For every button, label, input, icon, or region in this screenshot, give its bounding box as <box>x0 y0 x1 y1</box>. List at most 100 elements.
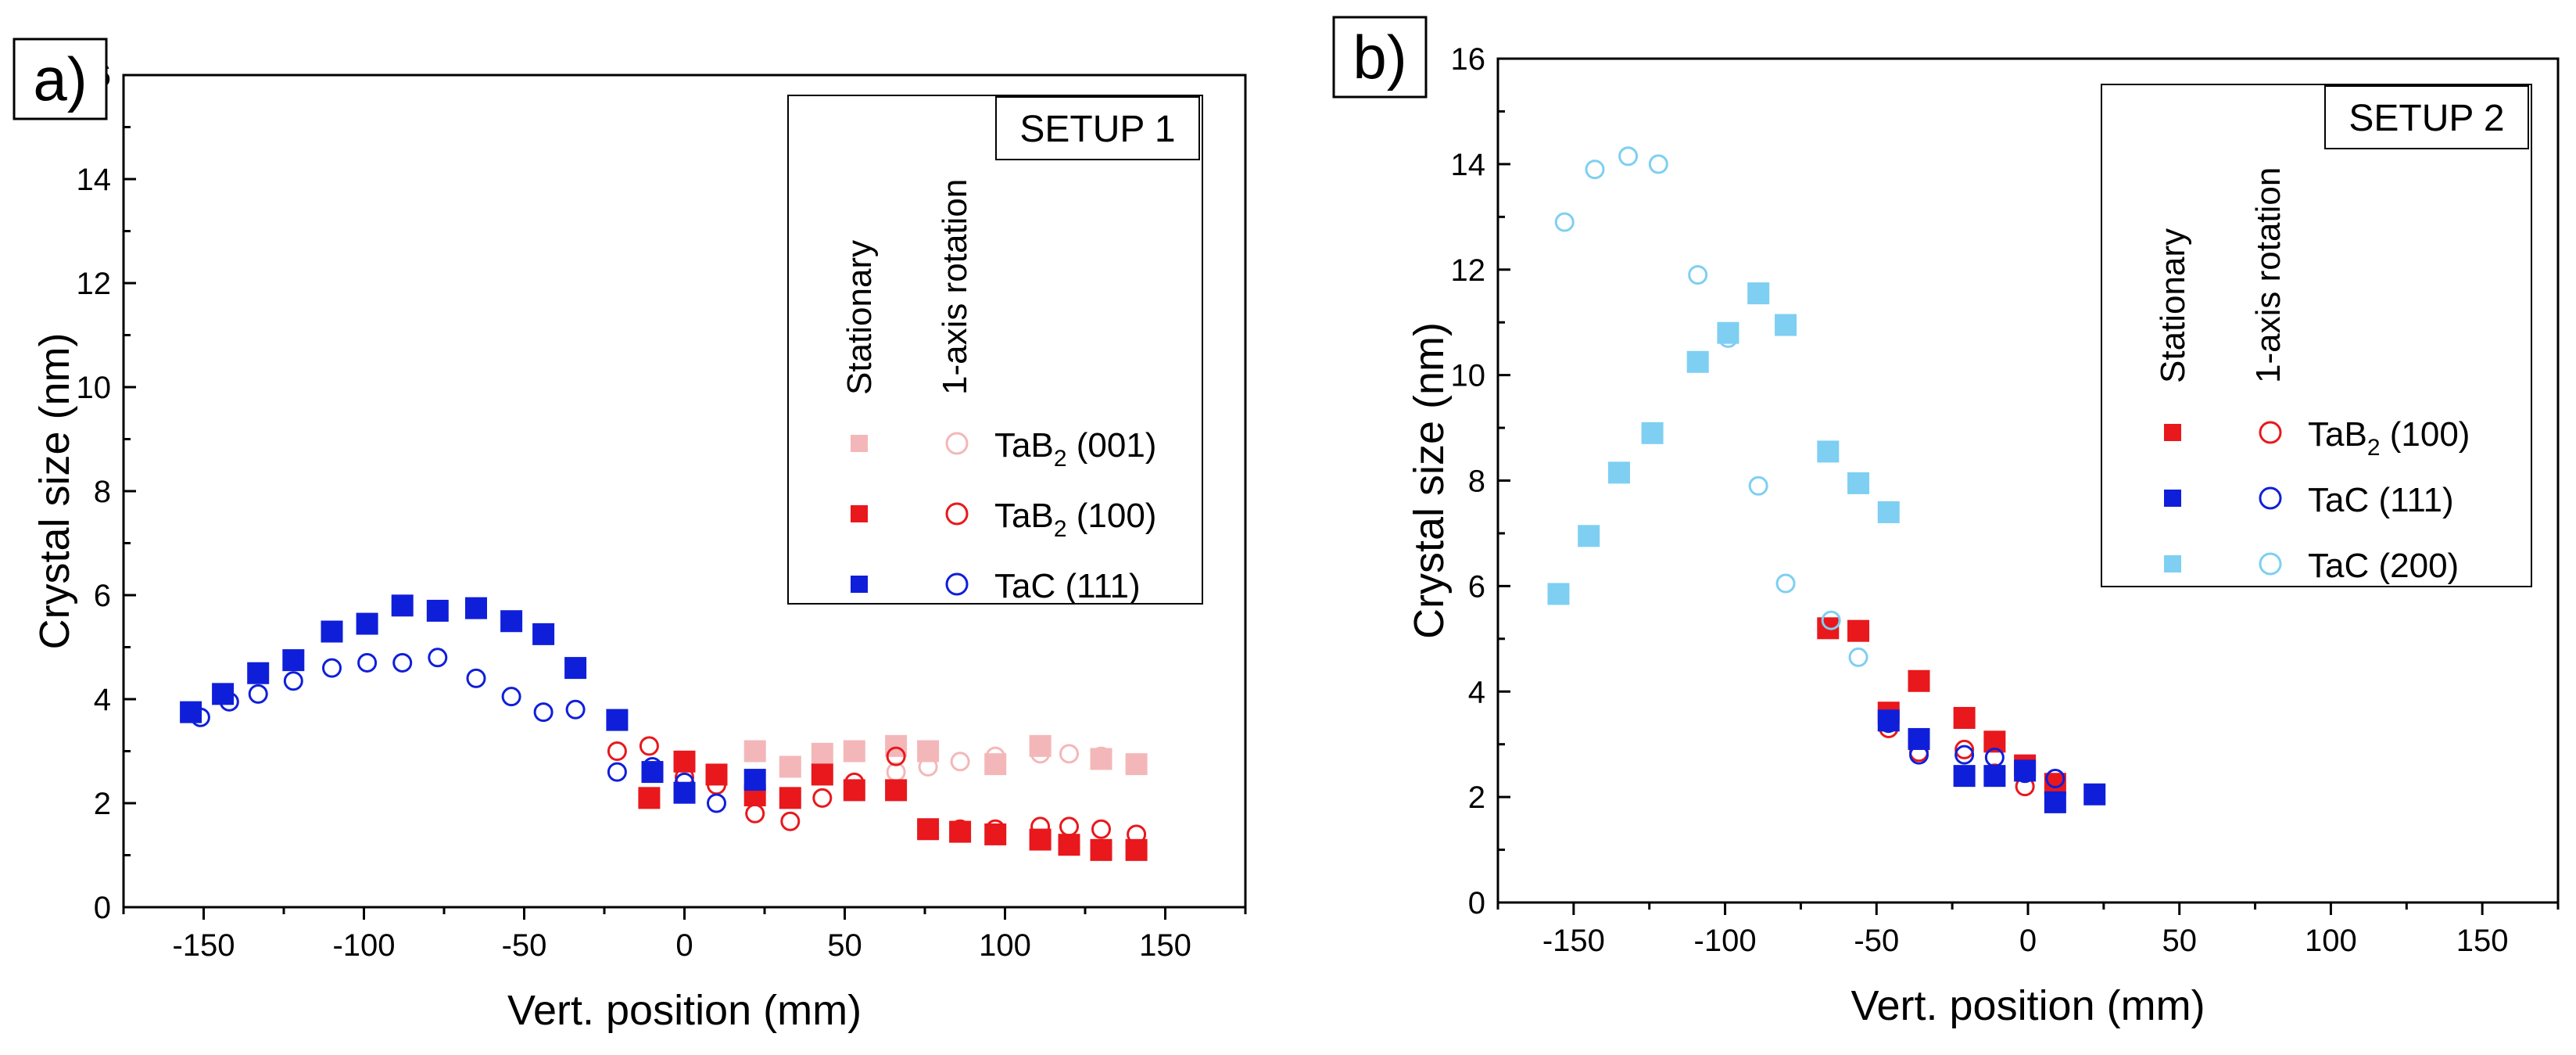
data-point-square <box>1847 472 1870 494</box>
data-point-circle <box>466 668 486 688</box>
data-point-circle <box>1091 819 1111 839</box>
data-point-square <box>1090 838 1112 861</box>
legend-marker-square <box>851 576 868 593</box>
data-point-square <box>465 597 487 619</box>
data-point-square <box>606 709 629 731</box>
panel-label-box <box>13 38 108 120</box>
data-point-square <box>917 818 940 841</box>
data-point-square <box>743 769 766 791</box>
y-axis-title: Crystal size (nm) <box>31 332 78 649</box>
data-point-square <box>180 701 202 723</box>
data-point-circle <box>2045 769 2065 789</box>
x-tick-label: -150 <box>1542 924 1605 958</box>
legend-header-stationary: Stationary <box>2154 228 2192 383</box>
data-point-square <box>564 657 587 680</box>
data-point-circle <box>1821 610 1841 630</box>
y-tick-label: 6 <box>94 579 111 613</box>
data-point-circle <box>607 741 627 761</box>
data-point-circle <box>1848 647 1868 667</box>
data-point-square <box>1983 765 2006 788</box>
data-point-circle <box>1954 745 1975 765</box>
setup-label: SETUP 1 <box>1019 109 1175 150</box>
x-tick-label: 150 <box>1139 928 1191 963</box>
x-tick-label: 0 <box>675 928 693 963</box>
data-point-square <box>391 594 414 617</box>
data-point-square <box>1847 619 1870 642</box>
y-tick-label: 10 <box>77 371 112 405</box>
y-tick-label: 4 <box>1468 675 1485 709</box>
data-point-square <box>282 649 305 672</box>
legend-label: TaC (111) <box>2308 481 2454 519</box>
y-tick-label: 10 <box>1451 359 1486 393</box>
data-point-square <box>1547 583 1570 605</box>
panel-label: b) <box>1352 23 1406 92</box>
x-tick-label: -50 <box>1854 924 1899 958</box>
legend-marker-circle <box>2259 486 2282 510</box>
data-point-circle <box>1984 748 2005 768</box>
setup-label-box <box>995 96 1200 160</box>
data-point-square <box>1641 422 1664 444</box>
x-axis-title: Vert. position (mm) <box>1850 982 2205 1029</box>
data-point-circle <box>565 699 586 719</box>
data-point-circle <box>1718 328 1738 348</box>
legend-marker-square <box>2164 424 2181 441</box>
data-point-circle <box>248 684 268 704</box>
data-point-circle <box>1127 754 1147 774</box>
legend-marker-square <box>2164 555 2181 572</box>
y-axis-title: Crystal size (nm) <box>1406 322 1453 639</box>
legend-marker-circle <box>2259 552 2282 576</box>
legend-label-tail: (001) <box>1067 426 1157 465</box>
legend-label: TaC (111) <box>994 567 1141 605</box>
data-point-circle <box>392 652 413 673</box>
x-tick-label: -50 <box>502 928 547 963</box>
data-point-circle <box>844 772 865 792</box>
data-point-circle <box>1127 824 1147 845</box>
data-point-circle <box>1059 744 1079 764</box>
data-point-circle <box>675 772 694 792</box>
data-point-circle <box>1688 264 1708 285</box>
data-point-circle <box>1585 160 1605 180</box>
x-tick-label: 150 <box>2456 924 2509 958</box>
data-point-circle <box>950 819 970 839</box>
legend-marker-circle <box>945 502 969 526</box>
y-tick-label: 12 <box>1451 253 1486 288</box>
legend-label-main: TaC (200) <box>2308 547 2459 585</box>
legend-label-main: TaB <box>994 497 1054 535</box>
data-point-square <box>1953 765 1976 788</box>
data-point-square <box>1686 350 1709 373</box>
data-point-circle <box>190 707 210 727</box>
data-point-circle <box>950 752 970 772</box>
data-point-square <box>843 740 865 763</box>
data-point-square <box>532 623 555 645</box>
data-point-circle <box>707 793 726 813</box>
x-tick-label: 100 <box>2305 924 2357 958</box>
data-point-circle <box>745 803 765 824</box>
x-tick-label: -100 <box>1694 924 1757 958</box>
y-tick-label: 8 <box>94 475 111 509</box>
data-point-circle <box>886 746 906 766</box>
data-point-circle <box>985 819 1005 839</box>
data-point-square <box>356 612 378 635</box>
data-point-circle <box>985 746 1005 766</box>
setup-label: SETUP 2 <box>2348 98 2504 139</box>
data-point-circle <box>1030 744 1051 764</box>
data-point-square <box>743 740 766 763</box>
data-point-circle <box>283 671 303 691</box>
y-tick-label: 4 <box>94 683 111 717</box>
data-point-square <box>1877 501 1900 523</box>
data-point-circle <box>1618 146 1639 167</box>
y-tick-label: 14 <box>77 163 112 197</box>
y-tick-label: 2 <box>94 787 111 821</box>
data-point-square <box>779 787 801 809</box>
legend-marker-square <box>2164 490 2181 507</box>
data-point-circle <box>1909 745 1929 765</box>
legend-label-tail: (100) <box>1067 497 1157 535</box>
data-point-square <box>1125 753 1148 776</box>
y-tick-label: 8 <box>1468 465 1485 499</box>
panel-label-box <box>1332 16 1428 99</box>
data-point-circle <box>428 648 448 668</box>
data-point-circle <box>533 702 554 723</box>
data-point-circle <box>639 736 659 756</box>
data-point-square <box>1953 706 1976 729</box>
